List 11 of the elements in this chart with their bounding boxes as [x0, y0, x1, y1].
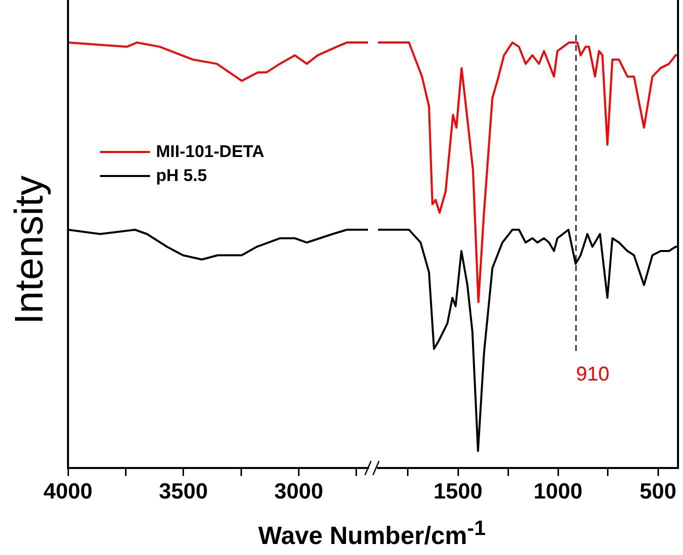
legend-label: MII-101-DETA	[156, 142, 264, 162]
x-tick-label: 3000	[274, 478, 324, 504]
x-tick-label: 3500	[158, 478, 208, 504]
y-axis-title: Intensity	[8, 176, 52, 324]
x-axis-title: Wave Number/cm$^{-1}$	[258, 516, 486, 552]
ref-line-label: 910	[576, 364, 610, 386]
legend-label: pH 5.5	[156, 166, 208, 186]
x-tick-label: 1500	[434, 478, 482, 504]
x-tick-label: 4000	[44, 478, 92, 504]
x-tick-label: 1000	[534, 478, 582, 504]
x-tick-label: 500	[640, 478, 676, 504]
